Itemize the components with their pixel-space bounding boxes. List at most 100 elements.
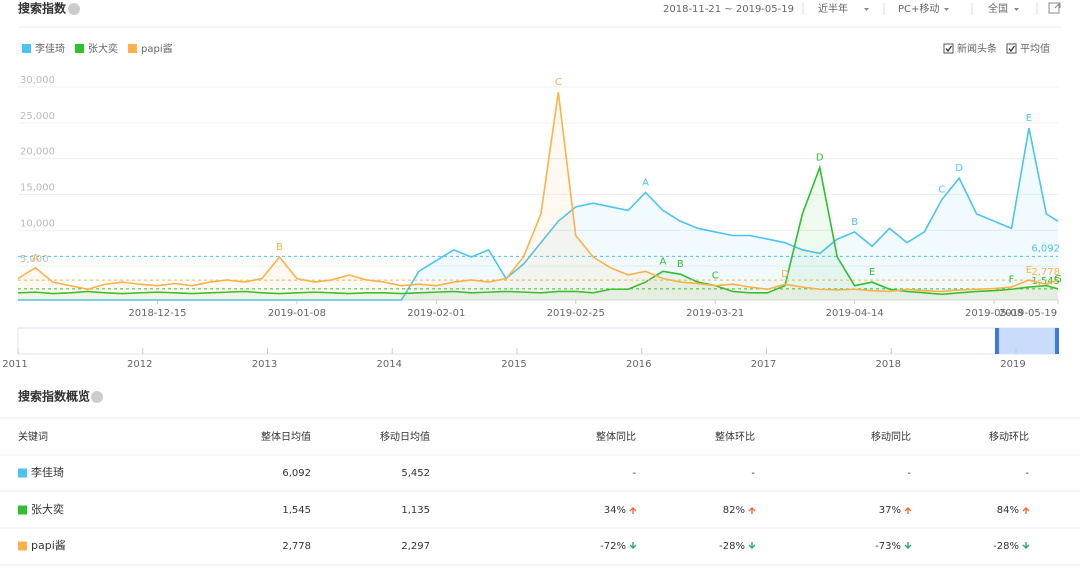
keyword-swatch [18,505,27,515]
option-label[interactable]: 新闻头条 [957,42,997,55]
annotation[interactable]: C [555,77,562,88]
cell: 82% [723,505,745,516]
cell: - [751,468,755,479]
navigator-selection[interactable] [997,328,1057,354]
caret [864,8,869,11]
annotation[interactable]: B [851,217,858,228]
navigator-handle[interactable] [995,328,999,354]
y-tick-label: 30,000 [20,75,55,86]
legend-swatch[interactable] [75,44,84,53]
filter[interactable]: PC+移动 [898,2,939,15]
filter[interactable]: 全国 [988,2,1008,15]
y-tick-label: 10,000 [20,218,55,229]
average-label: 2,778 [1031,267,1060,278]
year-label: 2011 [2,359,27,370]
cell: - [1025,468,1029,479]
annotation[interactable]: E [1026,265,1032,276]
y-tick-label: 25,000 [20,111,55,122]
trend-down [904,542,912,549]
annotation[interactable]: A [659,256,666,267]
annotation[interactable]: C [712,271,719,282]
annotation[interactable]: G [1054,274,1062,285]
legend-label[interactable]: 李佳琦 [35,42,65,55]
legend-label[interactable]: 张大奕 [88,42,118,55]
y-tick-label: 5,000 [20,254,49,265]
annotation[interactable]: E [869,267,875,278]
trend-up [1022,507,1030,514]
cell: - [907,468,911,479]
legend-swatch[interactable] [22,44,31,53]
year-label: 2017 [751,359,776,370]
column-header: 移动日均值 [380,430,430,443]
x-tick-label: 2018-12-15 [128,308,186,319]
series-area [18,92,1058,301]
annotation[interactable]: B [677,259,684,270]
cell: 6,092 [282,468,311,479]
column-header: 移动环比 [989,430,1029,443]
column-header: 整体环比 [715,430,755,443]
keyword-swatch [18,468,27,478]
cell: 2,778 [282,541,311,552]
navigator[interactable] [17,327,1059,355]
annotation[interactable]: F [1009,274,1015,285]
cell: -28% [719,541,745,552]
cell: 2,297 [401,541,430,552]
column-header: 整体同比 [596,430,636,443]
year-label: 2016 [626,359,651,370]
legend-label[interactable]: papi酱 [141,42,173,55]
year-label: 2019 [1000,359,1025,370]
column-header: 整体日均值 [261,430,311,443]
date-range[interactable]: 2018-11-21 ~ 2019-05-19 [663,4,794,15]
cell: 37% [879,505,901,516]
x-tick-label: 2019-03-21 [686,308,744,319]
annotation[interactable]: A [642,178,649,189]
checkbox[interactable] [943,43,954,54]
year-label: 2012 [127,359,152,370]
annotation[interactable]: D [816,152,824,163]
annotation[interactable]: D [955,163,963,174]
keyword: 张大奕 [31,502,64,516]
average-label: 1,545 [1031,276,1060,287]
keyword: 李佳琦 [31,465,64,479]
x-tick-label: 2019-02-01 [407,308,465,319]
help-icon[interactable] [91,391,103,403]
cell: -73% [875,541,901,552]
average-label: 6,092 [1031,243,1060,254]
cell: 5,452 [401,468,430,479]
filter[interactable]: 近半年 [818,2,848,15]
year-label: 2015 [501,359,526,370]
column-header: 关键词 [18,430,48,443]
navigator-handle[interactable] [1055,328,1059,354]
cell: 1,545 [282,505,311,516]
series-line [17,92,1059,293]
legend-swatch[interactable] [128,44,137,53]
annotation[interactable]: B [276,242,283,253]
year-label: 2018 [876,359,901,370]
checkbox[interactable] [1006,43,1017,54]
x-tick-label: 2019-02-25 [547,308,605,319]
y-tick-label: 20,000 [20,147,55,158]
checkmark [945,45,953,53]
help-icon[interactable] [68,3,80,15]
annotation[interactable]: C [938,185,945,196]
keyword: papi酱 [31,538,66,552]
series-area [18,128,1058,300]
x-tick-label: 2019-05-08 [965,308,1023,319]
series-line [18,127,1059,301]
cell: -28% [993,541,1019,552]
cell: -72% [600,541,626,552]
trend-up [904,507,912,514]
keyword-swatch [18,541,27,551]
trend-down [1022,542,1030,549]
option-label[interactable]: 平均值 [1020,42,1050,55]
trend-down [748,542,756,549]
annotation[interactable]: E [1026,113,1032,124]
trend-down [629,542,637,549]
annotation[interactable]: D [781,269,789,280]
cell: 84% [997,505,1019,516]
series-area [18,167,1058,300]
page-title: 搜索指数 [18,1,67,16]
external-link-icon[interactable] [1048,2,1061,14]
annotation[interactable]: A [32,253,39,264]
